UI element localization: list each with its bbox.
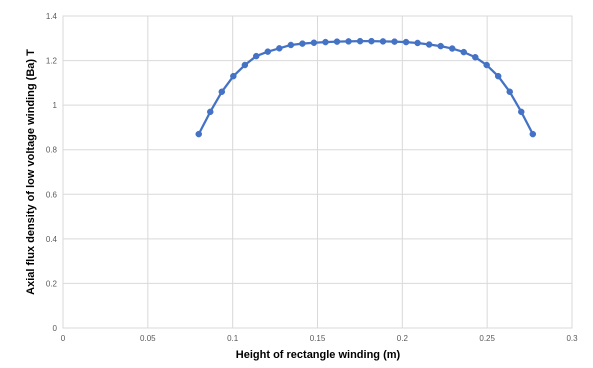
data-point [287, 41, 295, 49]
data-point [264, 48, 272, 55]
x-tick-label: 0.15 [310, 334, 326, 343]
series-line [197, 40, 534, 135]
data-point [529, 130, 537, 138]
data-point [437, 42, 444, 50]
y-tick-label: 0.8 [46, 146, 58, 155]
x-tick-label: 0.05 [140, 334, 156, 343]
data-point [345, 38, 352, 45]
data-point [506, 88, 513, 96]
data-point [253, 52, 260, 60]
y-tick-label: 1 [53, 101, 58, 110]
data-point [472, 53, 479, 61]
data-point [368, 37, 375, 45]
data-point [448, 45, 456, 52]
y-tick-label: 1.4 [46, 12, 58, 21]
data-point [460, 48, 468, 56]
series-layer [195, 37, 537, 138]
data-point [310, 39, 318, 46]
y-tick-label: 0.2 [46, 279, 58, 288]
data-point [402, 38, 410, 46]
data-point [518, 108, 525, 116]
gridlines [62, 15, 573, 329]
x-tick-label: 0.3 [566, 334, 578, 343]
x-tick-label: 0 [61, 334, 66, 343]
y-tick-labels: 0 0.2 0.4 0.6 0.8 1 1.2 1.4 [46, 12, 58, 333]
x-tick-label: 0.2 [397, 334, 409, 343]
data-point [322, 38, 329, 46]
data-point [425, 41, 433, 48]
data-point [218, 88, 226, 96]
data-point [379, 38, 387, 45]
axes [62, 15, 573, 329]
y-tick-label: 1.2 [46, 57, 58, 66]
data-point [494, 72, 502, 80]
data-point [356, 37, 364, 45]
data-point [207, 108, 214, 116]
y-axis-title: Axial flux density of low voltage windin… [25, 49, 37, 295]
data-point [483, 61, 490, 69]
x-tick-label: 0.1 [227, 334, 239, 343]
data-point [195, 130, 202, 138]
y-tick-label: 0 [53, 324, 58, 333]
plot-area-border [62, 15, 573, 329]
data-point [414, 39, 421, 47]
data-point [391, 38, 398, 45]
y-tick-label: 0.6 [46, 190, 58, 199]
y-tick-label: 0.4 [46, 235, 58, 244]
x-tick-label: 0.25 [479, 334, 495, 343]
data-point [230, 72, 237, 80]
data-point [333, 38, 341, 45]
data-point [241, 61, 249, 69]
x-tick-labels: 0 0.05 0.1 0.15 0.2 0.25 0.3 [61, 334, 578, 343]
data-point [276, 45, 283, 52]
x-axis-title: Height of rectangle winding (m) [236, 349, 401, 361]
data-point [299, 40, 306, 47]
